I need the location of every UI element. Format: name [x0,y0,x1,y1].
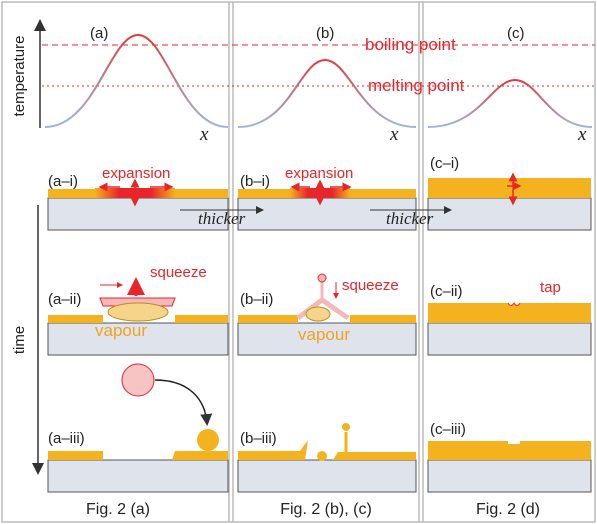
note: squeeze [342,277,399,294]
transition: thicker [198,209,246,228]
step-label: (c–iii) [430,421,466,438]
curve [237,58,417,128]
droplet [197,429,219,451]
lifted-film [99,297,176,307]
substrate [47,322,229,356]
time-label: time [11,326,28,354]
hot-zone [290,188,350,198]
dent [508,441,520,444]
film [238,440,308,460]
hot-zone [95,188,175,198]
col-label: (c) [507,25,525,42]
film [428,441,591,460]
curve [44,33,229,128]
dent [507,302,521,306]
film [172,451,228,460]
substrate [237,197,417,231]
droplet [342,423,350,431]
x-label: x [389,124,399,145]
step-label: (c–i) [430,155,459,172]
note: squeeze [150,264,207,281]
substrate [47,459,229,493]
transition: thicker [386,209,434,228]
substrate [427,459,592,493]
vapour-bubble [305,306,331,322]
substrate [427,322,592,356]
step-label: (b–iii) [240,430,277,447]
melting-label: melting point [368,76,465,95]
col-label: (a) [90,25,108,42]
note: expansion [102,165,170,182]
substrate [427,197,592,231]
step-label: (a–i) [48,173,78,190]
step-label: (b–i) [240,173,270,190]
step-label: (c–ii) [430,283,463,300]
film [333,452,416,460]
film [428,178,591,198]
note: tap [540,279,561,296]
caption: Fig. 2 (d) [476,501,540,518]
film [238,315,298,323]
film [350,315,416,323]
note: expansion [285,165,353,182]
ejected-droplet [121,363,155,397]
curve [427,78,593,128]
droplet [317,451,327,461]
droplet [317,273,327,283]
x-label: x [577,124,587,145]
vapour-bubble [107,302,169,322]
substrate [237,459,417,493]
film [428,303,591,323]
film [175,315,228,323]
x-label: x [199,124,209,145]
medium: vapour [95,321,147,340]
step-label: (b–ii) [240,291,273,308]
step-label: (a–iii) [48,430,85,447]
trajectory [154,379,213,426]
substrate [237,322,417,356]
caption: Fig. 2 (b), (c) [280,501,372,518]
y-label: temperature [11,36,28,117]
medium: vapour [298,325,350,344]
step-label: (a–ii) [48,291,81,308]
caption: Fig. 2 (a) [86,501,150,518]
boiling-label: boiling point [365,35,456,54]
expansion-arrows [98,172,522,207]
film [48,451,103,460]
film [48,315,103,323]
col-label: (b) [316,25,334,42]
